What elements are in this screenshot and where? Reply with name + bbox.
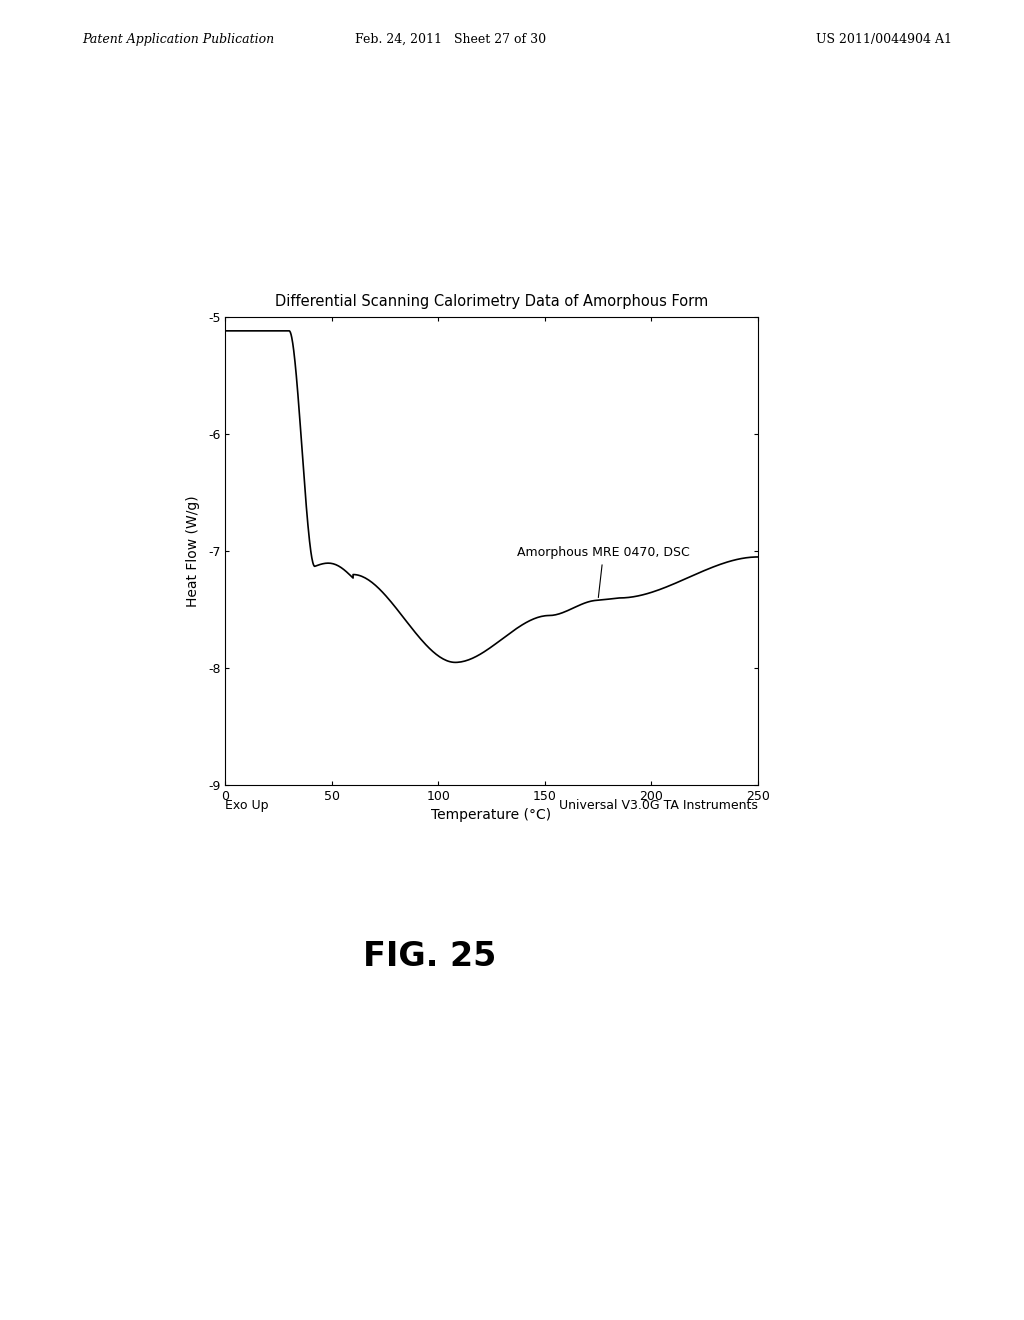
Text: FIG. 25: FIG. 25 [364,940,497,973]
Text: Exo Up: Exo Up [225,799,268,812]
Text: Patent Application Publication: Patent Application Publication [82,33,274,46]
Text: Amorphous MRE 0470, DSC: Amorphous MRE 0470, DSC [517,546,690,598]
Text: Feb. 24, 2011   Sheet 27 of 30: Feb. 24, 2011 Sheet 27 of 30 [355,33,546,46]
Title: Differential Scanning Calorimetry Data of Amorphous Form: Differential Scanning Calorimetry Data o… [274,293,709,309]
Text: Universal V3.0G TA Instruments: Universal V3.0G TA Instruments [559,799,758,812]
Text: US 2011/0044904 A1: US 2011/0044904 A1 [816,33,952,46]
Text: Temperature (°C): Temperature (°C) [431,808,552,822]
Y-axis label: Heat Flow (W/g): Heat Flow (W/g) [185,495,200,607]
